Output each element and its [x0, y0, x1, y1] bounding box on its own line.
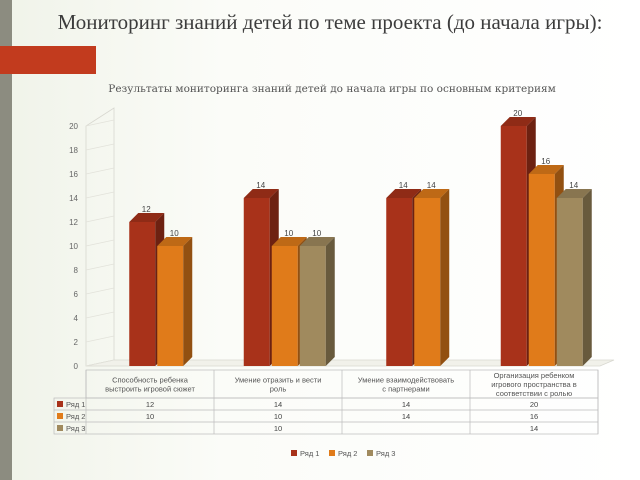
bar-top [528, 165, 564, 174]
table-cell-value: 16 [530, 412, 538, 421]
bar-data-label: 10 [170, 229, 179, 238]
bar-data-label: 14 [256, 181, 265, 190]
y-tick-label: 12 [69, 218, 78, 227]
bar-top [271, 237, 307, 246]
table-series-label: Ряд 2 [66, 412, 85, 421]
legend-label: Ряд 1 [300, 449, 319, 458]
bar-top [243, 189, 279, 198]
y-gridline [85, 215, 115, 223]
bar [500, 126, 527, 366]
table-cell-value: 14 [530, 424, 538, 433]
bar-side [183, 237, 193, 366]
bar [386, 198, 413, 366]
y-gridline [85, 167, 115, 175]
y-gridline [85, 335, 115, 343]
y-tick-label: 0 [74, 362, 79, 371]
y-gridline [85, 263, 115, 271]
table-cell-value: 14 [402, 412, 410, 421]
table-cell-value: 14 [274, 400, 282, 409]
table-cell-value: 10 [146, 412, 154, 421]
bar-data-label: 12 [142, 205, 151, 214]
table-series-label: Ряд 1 [66, 400, 85, 409]
category-label: Умение взаимодействовать [358, 376, 455, 385]
y-gridline [85, 143, 115, 151]
bar-data-label: 10 [312, 229, 321, 238]
bar [299, 246, 326, 366]
bar [243, 198, 270, 366]
bar-side [325, 237, 335, 366]
table-cell-value: 20 [530, 400, 538, 409]
legend-key [291, 450, 297, 456]
bar [528, 174, 555, 366]
table-series-label: Ряд 3 [66, 424, 85, 433]
table-body-frame [53, 397, 599, 435]
y-gridline [85, 311, 115, 319]
legend-key [367, 450, 373, 456]
y-gridline [85, 239, 115, 247]
y-tick-label: 18 [69, 146, 78, 155]
bar-top [129, 213, 165, 222]
category-label: Организация ребенком [494, 371, 575, 380]
bar-top [386, 189, 422, 198]
bar-data-label: 20 [513, 109, 522, 118]
left-decor-bar [0, 0, 12, 480]
table-legend-key [57, 401, 63, 407]
slide-title: Мониторинг знаний детей по теме проекта … [57, 10, 603, 34]
bar-side [582, 189, 592, 366]
y-gridline [85, 191, 115, 199]
bar-data-label: 14 [399, 181, 408, 190]
y-tick-label: 4 [74, 314, 79, 323]
table-cell-value: 10 [274, 412, 282, 421]
y-tick-label: 14 [69, 194, 78, 203]
bar-top [157, 237, 193, 246]
category-label: с партнерами [382, 385, 430, 394]
y-gridline [85, 359, 115, 367]
bar [414, 198, 441, 366]
bar-data-label: 10 [284, 229, 293, 238]
table-cell-value: 10 [274, 424, 282, 433]
bar [271, 246, 298, 366]
category-label: выстроить игровой сюжет [105, 385, 195, 394]
table-cell-value: 14 [402, 400, 410, 409]
bar-top [500, 117, 536, 126]
y-tick-label: 16 [69, 170, 78, 179]
bar-side [440, 189, 450, 366]
chart-title: Результаты мониторинга знаний детей до н… [108, 83, 555, 95]
y-gridline [85, 119, 115, 127]
y-tick-label: 2 [74, 338, 79, 347]
bar-top [414, 189, 450, 198]
y-tick-label: 6 [74, 290, 79, 299]
legend-key [329, 450, 335, 456]
y-tick-label: 20 [69, 122, 78, 131]
bar-data-label: 14 [569, 181, 578, 190]
bar-data-label: 14 [427, 181, 436, 190]
bar-data-label: 16 [541, 157, 550, 166]
title-accent-tab [0, 46, 96, 74]
y-tick-label: 8 [74, 266, 79, 275]
category-label: Способность ребенка [112, 376, 189, 385]
bar [157, 246, 184, 366]
y-tick-label: 10 [69, 242, 78, 251]
bar [556, 198, 583, 366]
bar [129, 222, 156, 366]
category-label: роль [270, 385, 287, 394]
legend-label: Ряд 2 [338, 449, 357, 458]
category-label: Умение отразить и вести [235, 376, 322, 385]
table-legend-key [57, 413, 63, 419]
category-label: игрового пространства в [491, 380, 577, 389]
legend-label: Ряд 3 [376, 449, 395, 458]
category-label: соответствии с ролью [496, 389, 573, 398]
bar-top [556, 189, 592, 198]
y-gridline [85, 287, 115, 295]
bar-top [299, 237, 335, 246]
table-cell-value: 12 [146, 400, 154, 409]
table-legend-key [57, 425, 63, 431]
